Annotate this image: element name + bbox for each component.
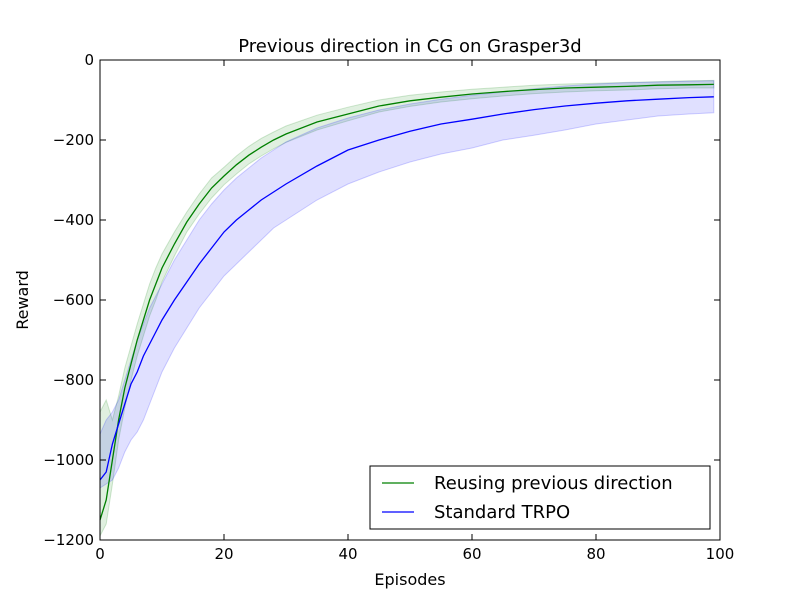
chart-title: Previous direction in CG on Grasper3d: [238, 36, 581, 57]
legend: Reusing previous direction Standard TRPO: [369, 465, 711, 530]
series-line-1: [99, 83, 714, 521]
y-axis-title: Reward: [13, 270, 32, 330]
legend-label-2: Standard TRPO: [434, 502, 570, 523]
y-tick-label: −400: [53, 211, 94, 229]
y-tick-label: −200: [53, 131, 94, 149]
series-line-2: [99, 96, 714, 481]
y-tick-label: 0: [84, 51, 94, 69]
legend-box: [369, 465, 711, 530]
confidence-bands: [99, 79, 715, 537]
x-tick-label: 80: [586, 545, 605, 563]
series-lines: [99, 83, 714, 521]
x-tick-label: 60: [462, 545, 481, 563]
y-tick-label: −600: [53, 291, 94, 309]
confidence-band-series-2: [99, 80, 715, 489]
y-tick-label: −1000: [43, 451, 94, 469]
y-tick-label: −1200: [43, 531, 94, 549]
x-axis-title: Episodes: [374, 570, 445, 589]
confidence-band-series-1: [99, 79, 715, 537]
y-tick-label: −800: [53, 371, 94, 389]
legend-label-1: Reusing previous direction: [434, 473, 673, 494]
axis-ticks: 0 20 40 60 80 100 0 −200 −400 −600 −800 −1000 −1200: [43, 51, 734, 563]
x-tick-label: 40: [338, 545, 357, 563]
x-tick-label: 20: [214, 545, 233, 563]
x-tick-label: 0: [95, 545, 105, 563]
x-tick-label: 100: [706, 545, 735, 563]
